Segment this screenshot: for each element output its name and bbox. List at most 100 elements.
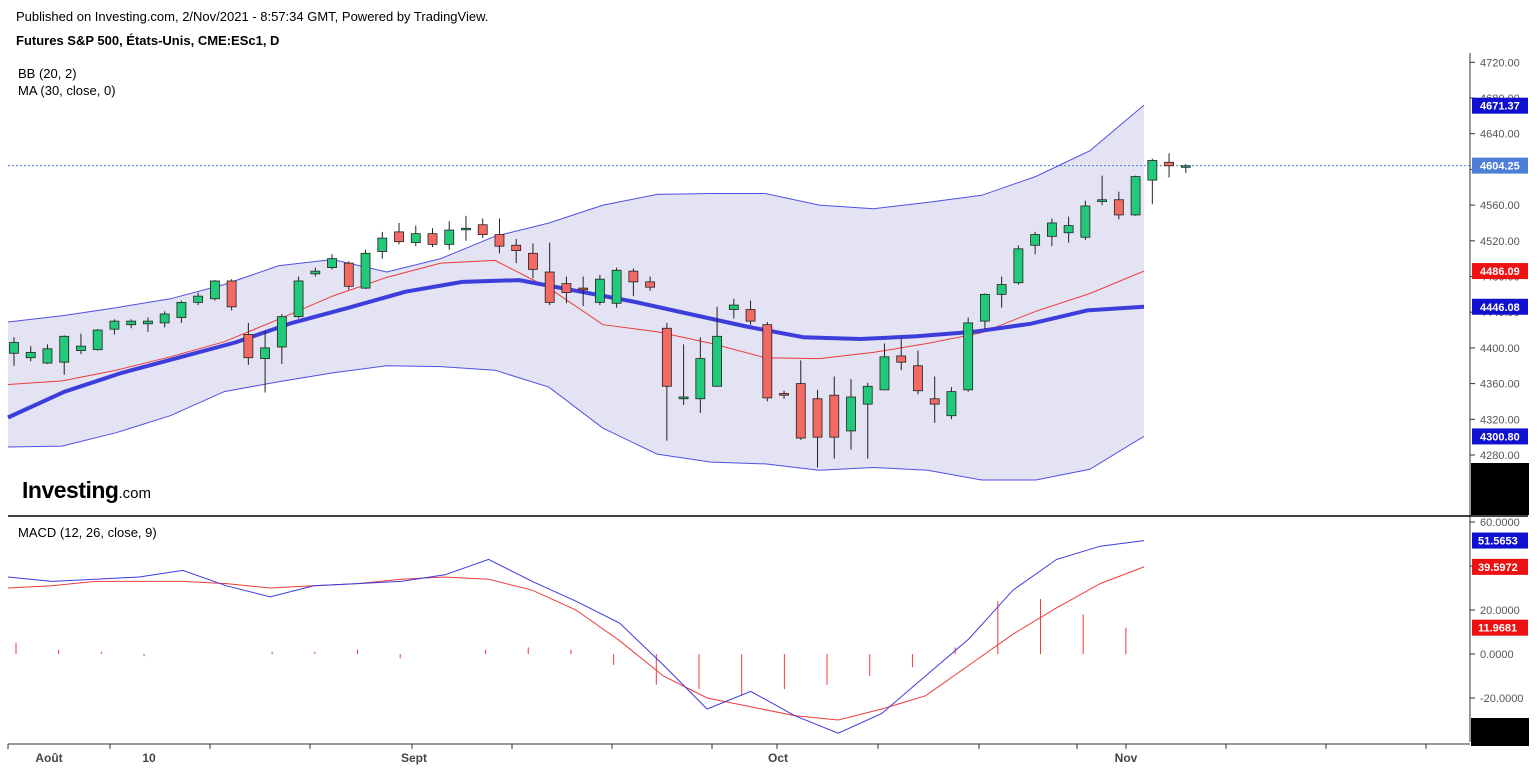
candle <box>293 276 304 319</box>
x-tick-label: Sept <box>401 751 427 765</box>
candle <box>477 218 488 239</box>
candle <box>76 333 86 355</box>
candle-body <box>745 309 756 322</box>
price-tag-box <box>1472 97 1528 114</box>
candle <box>578 276 589 306</box>
published-info: Published on Investing.com, 2/Nov/2021 -… <box>16 9 489 24</box>
candle <box>410 225 421 247</box>
macd-y-tick-label: 20.0000 <box>1480 605 1520 617</box>
candle <box>209 280 220 301</box>
candle <box>544 242 555 306</box>
price-tag-label: 4671.37 <box>1480 101 1520 113</box>
candle-body <box>879 356 890 391</box>
price-tag-box <box>1472 157 1528 174</box>
candle-body <box>1130 176 1141 216</box>
macd-tag-box <box>1472 619 1528 636</box>
candle-body <box>410 233 421 243</box>
price-tag-box <box>1472 263 1528 280</box>
candle-body <box>1164 161 1174 167</box>
macd-signal-line <box>7 566 1145 721</box>
candle-body <box>1180 165 1191 168</box>
candle-body <box>913 365 923 392</box>
candle-body <box>712 335 722 387</box>
ma-line <box>7 278 1145 420</box>
x-tick-label: Oct <box>768 751 788 765</box>
candle <box>829 376 840 459</box>
candle <box>1130 175 1141 216</box>
candle <box>1097 175 1107 206</box>
candle-body <box>92 329 103 351</box>
candle-body <box>444 229 455 245</box>
x-tick-label: 10 <box>142 751 156 765</box>
macd-line <box>7 540 1145 734</box>
candle <box>862 382 873 459</box>
instrument-title: Futures S&P 500, États-Unis, CME:ESc1, D <box>16 33 280 48</box>
candle <box>1080 200 1091 240</box>
candle-body <box>343 262 354 287</box>
candle-body <box>461 227 471 231</box>
candle-body <box>779 393 789 396</box>
candle-body <box>243 334 254 359</box>
candle-body <box>76 345 86 351</box>
candle-body <box>561 283 572 293</box>
candle-body <box>427 233 438 245</box>
candle <box>360 249 371 289</box>
candle <box>511 239 522 264</box>
candle-body <box>226 280 237 308</box>
bb-indicator-label: BB (20, 2) <box>18 66 77 81</box>
candle-body <box>896 355 907 363</box>
candle-body <box>929 398 940 405</box>
candle <box>896 338 907 371</box>
candle-body <box>1080 205 1091 238</box>
candle <box>678 344 689 406</box>
axis-black-block <box>1471 718 1529 746</box>
candle <box>193 292 204 306</box>
macd-tag-box <box>1472 558 1528 575</box>
candle <box>109 319 120 335</box>
y-tick-label: 4360.00 <box>1480 379 1520 391</box>
macd-y-tick-label: -20.0000 <box>1480 693 1523 705</box>
price-tag-label: 4300.80 <box>1480 431 1520 443</box>
price-tag-box <box>1472 428 1528 445</box>
candle <box>327 254 337 270</box>
candle-body <box>1030 234 1041 246</box>
macd-indicator-label: MACD (12, 26, close, 9) <box>18 525 157 540</box>
candle <box>1030 231 1041 255</box>
y-tick-label: 4560.00 <box>1480 200 1520 212</box>
candle <box>1063 216 1074 243</box>
candle <box>59 335 70 375</box>
macd-y-tick-label: 60.0000 <box>1480 517 1520 529</box>
candle <box>243 322 254 365</box>
candle <box>1180 164 1191 173</box>
candle-body <box>611 269 622 304</box>
macd-tag-label: 39.5972 <box>1478 562 1518 574</box>
candle <box>1164 153 1174 178</box>
candle-body <box>829 394 840 438</box>
candle <box>879 343 890 391</box>
candle-body <box>762 324 773 399</box>
candle-body <box>946 391 957 417</box>
price-tag-label: 4486.09 <box>1480 266 1520 278</box>
candle <box>343 261 354 290</box>
candle <box>846 379 856 450</box>
candle-body <box>377 237 388 252</box>
candle-body <box>477 224 488 235</box>
candle-body <box>695 358 706 400</box>
candle <box>226 279 237 311</box>
candle <box>528 243 538 279</box>
candle-body <box>9 342 19 354</box>
candle-body <box>310 270 321 275</box>
candle <box>996 276 1007 308</box>
candle-body <box>1097 199 1107 202</box>
macd-y-tick-label: 0.0000 <box>1480 649 1514 661</box>
candle-body <box>1147 160 1158 181</box>
candle <box>9 337 19 366</box>
candle <box>494 218 505 254</box>
candle <box>661 322 672 441</box>
candle <box>444 221 455 250</box>
candle-body <box>812 398 823 438</box>
macd-tag-label: 11.9681 <box>1478 623 1517 635</box>
candle-body <box>628 270 639 283</box>
candle <box>595 274 605 306</box>
